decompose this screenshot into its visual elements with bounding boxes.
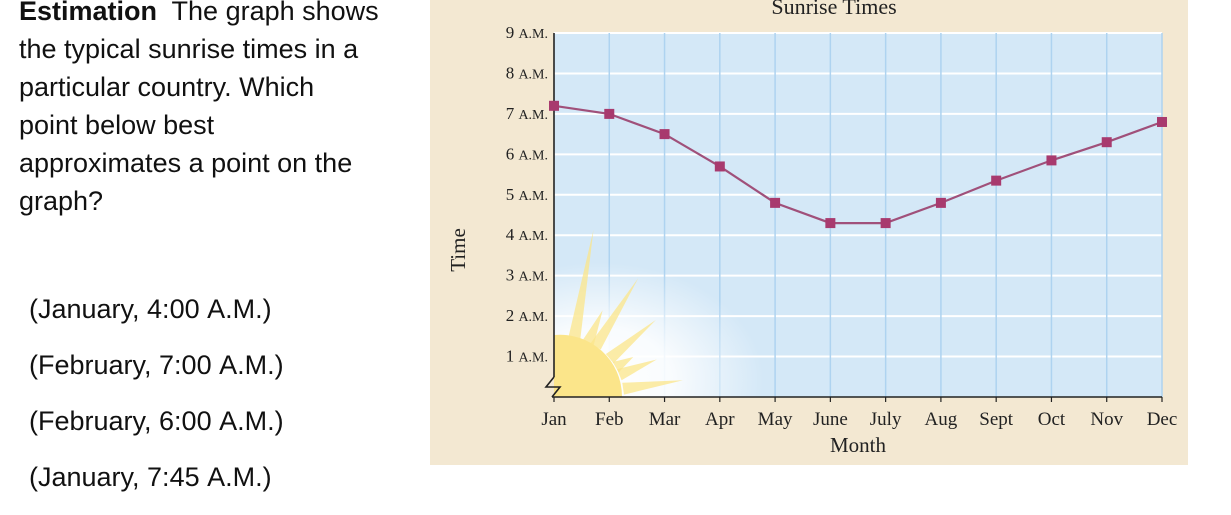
axis-break-icon (544, 376, 562, 398)
x-tick-label: Nov (1090, 409, 1123, 430)
sun-ray (568, 229, 594, 340)
sun-illustration (554, 183, 854, 397)
axes (544, 33, 1163, 402)
x-tick-label: Dec (1147, 409, 1178, 430)
x-tick-label: Oct (1038, 409, 1066, 430)
x-tick-label: July (870, 409, 902, 430)
data-point (880, 218, 891, 229)
data-point (935, 197, 946, 208)
series (549, 100, 1167, 229)
choice-2[interactable]: (February, 7:00 A.M.) (29, 337, 284, 393)
tick-labels: 9 A.M. 8 A.M. 7 A.M. 6 A.M. 5 A.M. 4 A.M. 3 A.… (506, 23, 1178, 430)
y-tick-label: 4 A.M. (506, 225, 548, 244)
y-tick-label: 6 A.M. (506, 144, 548, 163)
y-tick-label: 3 A.M. (506, 266, 548, 285)
y-tick-label: 1 A.M. (506, 347, 548, 366)
data-point (549, 100, 559, 111)
y-tick-label: 9 A.M. (506, 23, 548, 42)
data-point (770, 197, 781, 208)
sunrise-chart: 9 A.M. 8 A.M. 7 A.M. 6 A.M. 5 A.M. 4 A.M. 3 A.… (430, 0, 1188, 465)
data-point (604, 108, 615, 119)
question-heading: Estimation (19, 0, 158, 26)
data-point (825, 218, 836, 229)
choice-1[interactable]: (January, 4:00 A.M.) (29, 281, 284, 337)
x-tick-label: Apr (705, 409, 735, 430)
sun-ray (605, 319, 656, 364)
sun-ray (622, 380, 683, 395)
sun-ray (582, 310, 603, 345)
x-axis-title: Month (830, 433, 887, 457)
data-point (1157, 116, 1167, 127)
choice-4[interactable]: (January, 7:45 A.M.) (29, 449, 284, 505)
data-point (714, 161, 725, 172)
y-tick-label: 7 A.M. (506, 104, 548, 123)
question-body: The graph shows the typical sunrise time… (19, 0, 379, 216)
x-tick-label: Mar (649, 409, 681, 430)
y-tick-label: 8 A.M. (506, 63, 548, 82)
data-point (659, 129, 670, 140)
choice-2-text: (February, 7:00 (29, 350, 220, 380)
y-axis-title: Time (446, 228, 470, 272)
choice-2-ampm: A.M.) (219, 350, 284, 380)
x-tick-label: June (813, 409, 848, 430)
choice-1-ampm: A.M.) (207, 294, 272, 324)
data-point (991, 175, 1002, 186)
choice-4-ampm: A.M.) (207, 462, 272, 492)
sun-ray (617, 359, 657, 381)
data-point (1101, 137, 1112, 148)
choice-3-ampm: A.M.) (219, 406, 284, 436)
choice-3[interactable]: (February, 6:00 A.M.) (29, 393, 284, 449)
data-point (1046, 155, 1057, 166)
x-tick-label: Jan (541, 409, 567, 430)
x-tick-label: May (758, 409, 793, 430)
sun-disc (554, 334, 623, 397)
sun-ray (612, 357, 634, 373)
choice-1-text: (January, 4:00 (29, 294, 208, 324)
series-line (553, 104, 1163, 225)
answer-choices: (January, 4:00 A.M.) (February, 7:00 A.M… (29, 281, 284, 505)
y-tick-label: 2 A.M. (506, 306, 548, 325)
x-tick-label: Aug (925, 409, 958, 430)
x-tick-label: Feb (595, 409, 624, 430)
question-text: Estimation The graph shows the typical s… (19, 0, 379, 220)
choice-3-text: (February, 6:00 (29, 406, 220, 436)
y-tick-label: 5 A.M. (506, 185, 548, 204)
sun-ray (590, 278, 639, 350)
choice-4-text: (January, 7:45 (29, 462, 208, 492)
chart-title: Sunrise Times (771, 0, 896, 19)
chart-svg: 9 A.M. 8 A.M. 7 A.M. 6 A.M. 5 A.M. 4 A.M. 3 A.… (430, 0, 1188, 465)
x-tick-label: Sept (979, 409, 1014, 430)
